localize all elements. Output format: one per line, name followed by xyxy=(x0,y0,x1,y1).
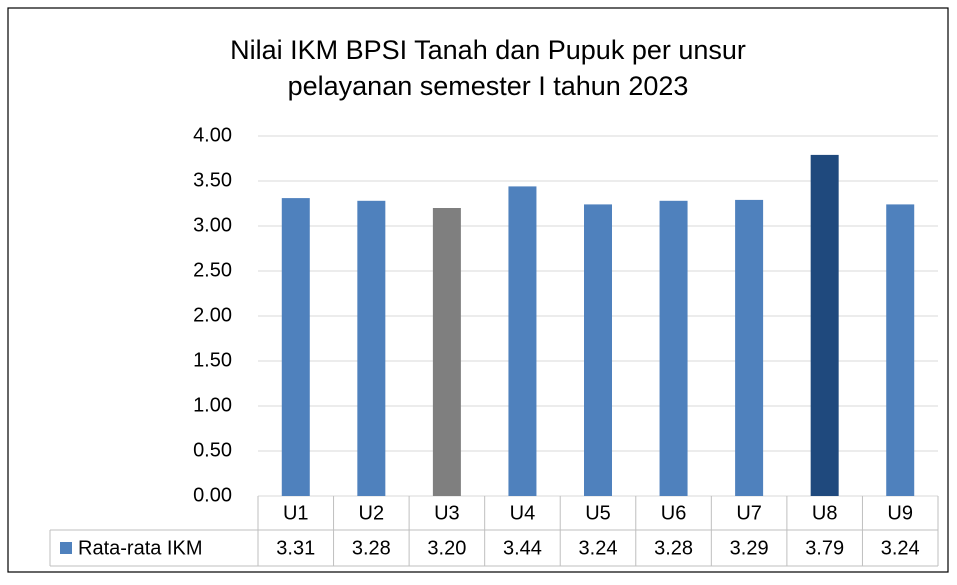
data-table-value: 3.29 xyxy=(730,537,769,559)
chart-frame xyxy=(7,7,949,573)
x-tick-label: U8 xyxy=(812,502,838,524)
y-tick-label: 1.00 xyxy=(193,394,232,416)
data-table-value: 3.79 xyxy=(805,537,844,559)
y-tick-label: 0.50 xyxy=(193,439,232,461)
bar xyxy=(886,204,915,496)
data-table-value: 3.28 xyxy=(352,537,391,559)
y-tick-label: 2.50 xyxy=(193,259,232,281)
bar xyxy=(357,200,386,497)
data-table-value: 3.28 xyxy=(654,537,693,559)
y-tick-label: 4.00 xyxy=(193,124,232,146)
bar xyxy=(659,200,688,497)
bar xyxy=(584,204,612,496)
bar xyxy=(508,186,537,496)
x-tick-label: U4 xyxy=(510,502,536,524)
y-tick-label: 0.00 xyxy=(193,484,232,506)
x-tick-label: U2 xyxy=(359,502,385,524)
x-tick-label: U9 xyxy=(887,502,913,524)
legend-label: Rata-rata IKM xyxy=(78,537,202,559)
bar xyxy=(432,208,461,496)
y-tick-label: 3.50 xyxy=(193,169,232,191)
chart-title: Nilai IKM BPSI Tanah dan Pupuk per unsur xyxy=(230,35,746,65)
x-tick-label: U1 xyxy=(283,502,309,524)
data-table-value: 3.24 xyxy=(881,537,920,559)
data-table-value: 3.44 xyxy=(503,537,542,559)
x-tick-label: U7 xyxy=(736,502,762,524)
y-tick-label: 1.50 xyxy=(193,349,232,371)
x-tick-label: U5 xyxy=(585,502,611,524)
y-tick-label: 2.00 xyxy=(193,304,232,326)
bar xyxy=(281,198,310,496)
chart-title: pelayanan semester I tahun 2023 xyxy=(288,71,689,101)
legend-swatch xyxy=(60,542,72,554)
y-tick-label: 3.00 xyxy=(193,214,232,236)
data-table-value: 3.31 xyxy=(276,537,315,559)
x-tick-label: U6 xyxy=(661,502,687,524)
bar xyxy=(735,199,764,496)
data-table-value: 3.20 xyxy=(427,537,466,559)
data-table-value: 3.24 xyxy=(579,537,618,559)
bar xyxy=(810,154,839,496)
x-tick-label: U3 xyxy=(434,502,460,524)
